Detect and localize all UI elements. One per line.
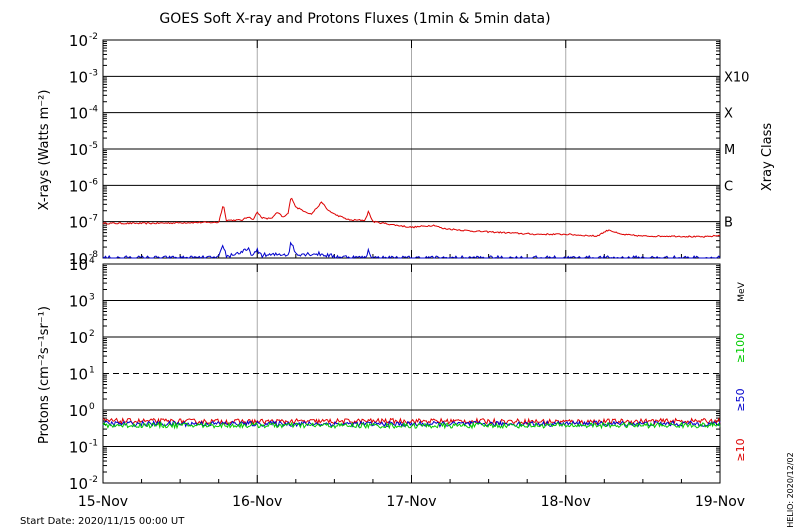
x-tick-label: 16-Nov <box>232 494 282 510</box>
energy-label: ≥50 <box>734 388 747 411</box>
proton-series-line <box>102 420 721 430</box>
x-tick-label: 19-Nov <box>695 494 745 510</box>
xray-tick-label: 10 <box>69 177 88 195</box>
xray-tick-exponent: -5 <box>89 141 98 151</box>
proton-tick-exponent: -1 <box>89 439 98 449</box>
proton-tick-label: 10 <box>69 402 88 420</box>
xray-series-line <box>102 241 721 259</box>
proton-tick-label: 10 <box>69 329 88 347</box>
energy-label: ≥100 <box>734 333 747 363</box>
proton-tick-label: 10 <box>69 256 88 274</box>
xray-tick-label: 10 <box>69 141 88 159</box>
xray-class-label: X10 <box>724 70 749 85</box>
proton-tick-exponent: 2 <box>89 329 95 339</box>
xray-tick-exponent: -8 <box>89 250 98 260</box>
xray-class-axis-label: Xray Class <box>760 123 775 191</box>
xray-class-label: C <box>724 179 733 194</box>
xray-tick-exponent: -7 <box>89 214 98 224</box>
xray-tick-label: 10 <box>69 105 88 123</box>
proton-frame <box>102 263 721 484</box>
xray-tick-label: 10 <box>69 32 88 50</box>
xray-tick-exponent: -4 <box>89 105 98 115</box>
proton-tick-exponent: 3 <box>89 293 95 303</box>
proton-tick-label: 10 <box>69 439 88 457</box>
xray-class-label: B <box>724 216 733 231</box>
proton-axis-label: Protons (cm⁻²s⁻¹sr⁻¹) <box>37 306 52 444</box>
credit-label: HELIO: 2020/12/02 <box>786 452 795 527</box>
energy-unit-label: MeV <box>737 281 747 301</box>
x-tick-label: 17-Nov <box>386 494 436 510</box>
proton-tick-label: 10 <box>69 366 88 384</box>
xray-tick-label: 10 <box>69 68 88 86</box>
chart-title: GOES Soft X-ray and Protons Fluxes (1min… <box>159 11 550 27</box>
xray-tick-exponent: -2 <box>89 32 98 42</box>
proton-tick-exponent: 4 <box>89 256 95 266</box>
xray-tick-label: 10 <box>69 214 88 232</box>
proton-tick-label: 10 <box>69 293 88 311</box>
xray-class-label: M <box>724 143 735 158</box>
proton-tick-exponent: -2 <box>89 475 98 485</box>
start-date-label: Start Date: 2020/11/15 00:00 UT <box>20 516 185 527</box>
xray-tick-label: 10 <box>69 250 88 268</box>
x-tick-label: 18-Nov <box>541 494 591 510</box>
xray-axis-label: X-rays (Watts m⁻²) <box>37 90 52 211</box>
proton-tick-label: 10 <box>69 475 88 493</box>
x-tick-label: 15-Nov <box>78 494 128 510</box>
xray-class-label: X <box>724 107 733 122</box>
xray-tick-exponent: -3 <box>89 68 98 78</box>
xray-tick-exponent: -6 <box>89 177 98 187</box>
energy-label: ≥10 <box>734 438 747 461</box>
proton-tick-exponent: 1 <box>89 366 95 376</box>
proton-tick-exponent: 0 <box>89 402 95 412</box>
xray-series-line <box>102 197 721 239</box>
